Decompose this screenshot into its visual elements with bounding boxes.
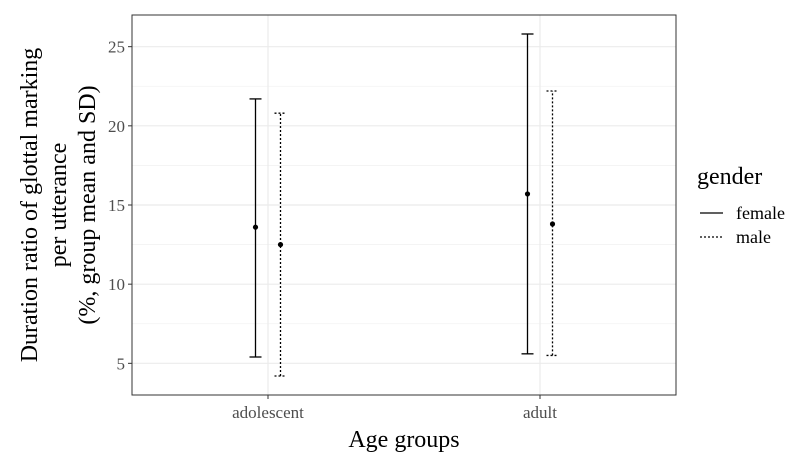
x-tick-label: adolescent: [232, 403, 304, 422]
mean-point: [524, 191, 531, 197]
legend: gender female male: [697, 164, 785, 247]
y-tick-label: 5: [117, 354, 126, 373]
legend-entry-female: female: [700, 203, 785, 223]
y-tick-label: 20: [108, 117, 125, 136]
y-tick-label: 15: [108, 196, 125, 215]
legend-label-female: female: [736, 203, 785, 223]
mean-point: [277, 241, 284, 248]
mean-point: [549, 221, 556, 227]
legend-title: gender: [697, 164, 762, 190]
grid: [132, 15, 676, 395]
mean-point: [252, 224, 259, 230]
x-axis-title: Age groups: [348, 427, 459, 452]
errorbar-male-adult: [546, 90, 559, 357]
series-layer: [249, 33, 559, 377]
y-axis-title: Duration ratio of glottal marking per ut…: [17, 48, 101, 363]
errorbar-female-adolescent: [249, 98, 262, 358]
y-axis-title-line-2: per utterance: [46, 143, 72, 268]
x-axis-ticks: adolescent adult: [232, 395, 557, 422]
y-axis-title-line-3: (%, group mean and SD): [75, 85, 101, 324]
y-tick-label: 10: [108, 275, 125, 294]
y-axis-title-line-1: Duration ratio of glottal marking: [17, 48, 43, 363]
errorbar-female-adult: [521, 33, 534, 355]
x-tick-label: adult: [523, 403, 557, 422]
errorbar-male-adolescent: [274, 112, 287, 377]
legend-label-male: male: [736, 227, 771, 247]
y-axis-ticks: 5 10 15 20 25: [108, 38, 132, 373]
legend-entry-male: male: [700, 227, 771, 247]
y-tick-label: 25: [108, 38, 125, 57]
